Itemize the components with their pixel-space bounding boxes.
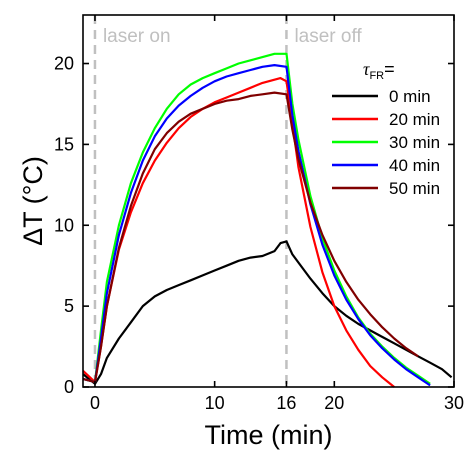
legend: τFR= 0 min 20 min 30 min 40 min 50 min bbox=[332, 59, 440, 198]
y-tick-label-3: 15 bbox=[54, 134, 74, 154]
y-tick-label-1: 5 bbox=[64, 296, 74, 316]
legend-title-equals: = bbox=[384, 59, 395, 79]
legend-title-subscript: FR bbox=[369, 70, 384, 82]
x-tick-label-1: 10 bbox=[205, 393, 225, 413]
series-line-1 bbox=[82, 77, 395, 388]
series-line-0 bbox=[82, 240, 453, 385]
series-line-4 bbox=[82, 91, 419, 384]
axis-ticks: 0 10 16 20 30 0 5 10 15 20 bbox=[54, 15, 464, 413]
reference-lines bbox=[93, 15, 288, 387]
annotation-1: laser off bbox=[294, 26, 362, 47]
x-tick-label-2: 16 bbox=[276, 393, 296, 413]
annotation-0: laser on bbox=[103, 26, 171, 47]
legend-label-0: 0 min bbox=[389, 87, 431, 106]
legend-label-3: 40 min bbox=[389, 156, 440, 175]
y-tick-label-0: 0 bbox=[64, 377, 74, 397]
y-axis-label: ΔT (°C) bbox=[18, 156, 48, 246]
x-tick-label-3: 20 bbox=[324, 393, 344, 413]
annotations: laser on laser off bbox=[103, 26, 362, 47]
plot-frame bbox=[82, 14, 455, 388]
x-axis-label: Time (min) bbox=[205, 420, 333, 450]
x-tick-label-0: 0 bbox=[90, 393, 100, 413]
legend-title: τFR= bbox=[363, 59, 395, 82]
x-tick-label-4: 30 bbox=[444, 393, 464, 413]
y-tick-label-2: 10 bbox=[54, 215, 74, 235]
legend-label-4: 50 min bbox=[389, 179, 440, 198]
legend-label-2: 30 min bbox=[389, 133, 440, 152]
series-lines bbox=[82, 52, 453, 388]
y-tick-label-4: 20 bbox=[54, 54, 74, 74]
series-line-3 bbox=[82, 63, 431, 387]
legend-label-1: 20 min bbox=[389, 110, 440, 129]
